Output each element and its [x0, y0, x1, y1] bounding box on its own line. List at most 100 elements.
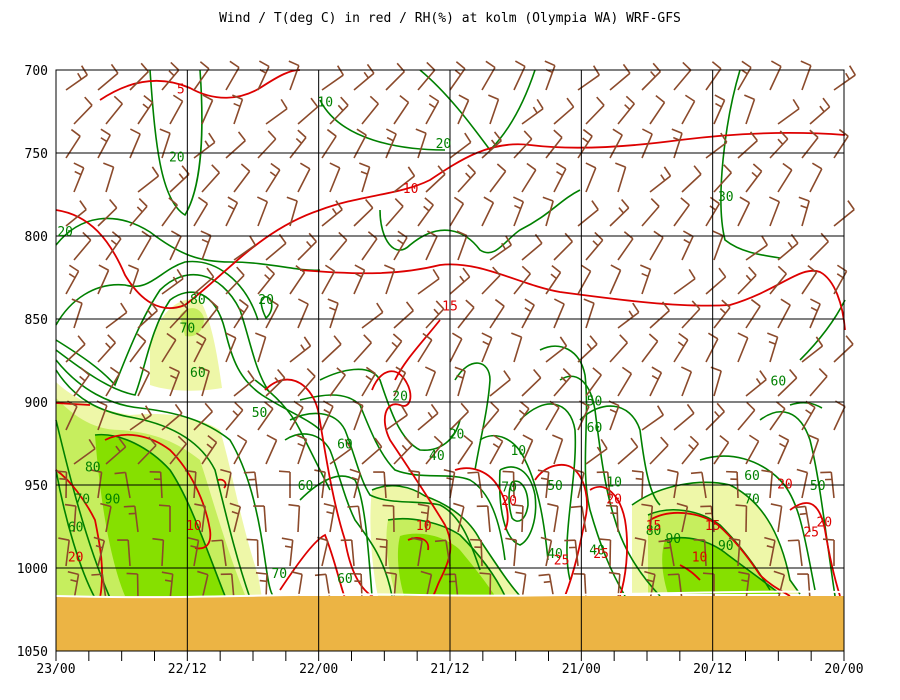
wind-barb — [93, 536, 106, 567]
wind-barb-shaft — [545, 345, 567, 363]
wind-barb-shaft — [65, 135, 81, 159]
wind-barb-flag — [394, 198, 404, 207]
wind-barb-flag — [200, 230, 212, 237]
wind-barb-flag — [259, 579, 267, 583]
wind-barb-shaft — [641, 269, 652, 295]
temp-contour-line — [394, 319, 441, 381]
wind-barb-shaft — [801, 407, 816, 431]
wind-barb-flag — [146, 309, 153, 316]
wind-barb — [73, 162, 85, 193]
wind-barb-flag — [656, 405, 664, 416]
wind-barb-shaft — [481, 202, 495, 227]
wind-barb-shaft — [105, 446, 127, 465]
wind-barb-flag — [152, 537, 164, 541]
wind-barb — [777, 233, 799, 261]
wind-barb-flag — [650, 198, 660, 207]
wind-barb — [97, 128, 111, 159]
wind-barb-shaft — [97, 72, 119, 91]
wind-barb-shaft — [97, 540, 106, 567]
wind-barb — [553, 97, 575, 125]
wind-barb-flag — [543, 580, 551, 584]
wind-barb-flag — [482, 340, 490, 346]
rh-contour-line — [498, 466, 537, 546]
wind-barb-flag — [800, 60, 812, 67]
rh-contour-line — [284, 433, 393, 597]
wind-barb-flag — [295, 137, 303, 144]
wind-barb — [411, 537, 423, 567]
wind-barb — [564, 539, 579, 567]
wind-barb-shaft — [360, 573, 363, 601]
wind-barb-shaft — [329, 104, 349, 125]
rh-contour-label: 10 — [317, 96, 333, 111]
wind-barb-shaft — [668, 540, 675, 567]
temp-contour-label: 25 — [554, 554, 570, 569]
wind-barb-shaft — [617, 574, 621, 601]
wind-barb — [417, 403, 439, 431]
wind-barb-flag — [240, 163, 251, 172]
wind-barb-shaft — [289, 271, 306, 295]
wind-barb-flag — [684, 94, 696, 102]
wind-barb-shaft — [385, 414, 408, 431]
wind-barb — [641, 62, 661, 91]
wind-barb — [649, 366, 663, 397]
wind-barb-flag — [308, 232, 317, 243]
wind-barb — [58, 537, 70, 567]
wind-barb-flag — [68, 264, 80, 272]
rh-contour-label: 30 — [718, 190, 734, 205]
wind-barb — [393, 166, 416, 193]
wind-barb-shaft — [257, 138, 277, 159]
wind-barb-flag — [632, 302, 640, 313]
wind-barb-flag — [494, 298, 505, 307]
wind-barb — [233, 434, 248, 465]
wind-barb-shaft — [329, 448, 352, 465]
wind-barb-flag — [234, 401, 244, 411]
wind-barb-shaft — [233, 244, 256, 261]
wind-barb-shaft — [617, 446, 639, 465]
wind-barb — [152, 537, 165, 567]
wind-barb — [681, 165, 702, 193]
wind-barb-flag — [693, 165, 702, 175]
wind-barb-shaft — [809, 439, 820, 465]
wind-barb-flag — [631, 470, 643, 473]
wind-barb-shaft — [393, 372, 407, 397]
wind-barb — [553, 232, 573, 261]
wind-barb-flag — [787, 241, 793, 249]
wind-barb-flag — [109, 198, 118, 209]
wind-barb — [513, 60, 526, 91]
wind-barb-flag — [661, 301, 670, 312]
wind-barb-flag — [681, 366, 692, 373]
wind-barb-shaft — [65, 209, 87, 227]
wind-barb-flag — [538, 573, 550, 577]
wind-barb — [200, 230, 212, 261]
wind-barb-shaft — [769, 273, 787, 295]
wind-barb — [385, 405, 408, 431]
temp-contour-line — [454, 467, 509, 531]
wind-barb-flag — [799, 512, 807, 516]
chart-title: Wind / T(deg C) in red / RH(%) at kolm (… — [219, 11, 681, 26]
wind-barb-flag — [310, 97, 319, 108]
wind-barb-flag — [556, 171, 563, 177]
wind-barb — [434, 539, 451, 567]
wind-barb-flag — [721, 299, 731, 309]
wind-barb-shaft — [417, 412, 439, 431]
wind-barb-flag — [314, 469, 326, 473]
wind-barb-shaft — [449, 411, 469, 431]
wind-barb-shaft — [673, 278, 696, 295]
wind-barb-flag — [306, 240, 312, 248]
wind-barb-flag — [767, 332, 778, 338]
wind-barb-flag — [533, 368, 542, 379]
wind-barb-flag — [847, 200, 855, 211]
wind-barb — [281, 537, 294, 567]
wind-barb-flag — [363, 334, 372, 344]
wind-barb — [105, 366, 121, 397]
wind-barb-flag — [190, 545, 198, 549]
wind-barb — [169, 435, 187, 465]
wind-barb-flag — [623, 231, 634, 240]
wind-barb-shaft — [289, 65, 300, 91]
wind-barb — [297, 232, 317, 261]
wind-barb-shaft — [73, 374, 90, 397]
wind-barb-shaft — [65, 74, 88, 91]
wind-barb-flag — [800, 204, 808, 209]
wind-barb-flag — [501, 242, 507, 250]
wind-barb-flag — [324, 264, 336, 272]
